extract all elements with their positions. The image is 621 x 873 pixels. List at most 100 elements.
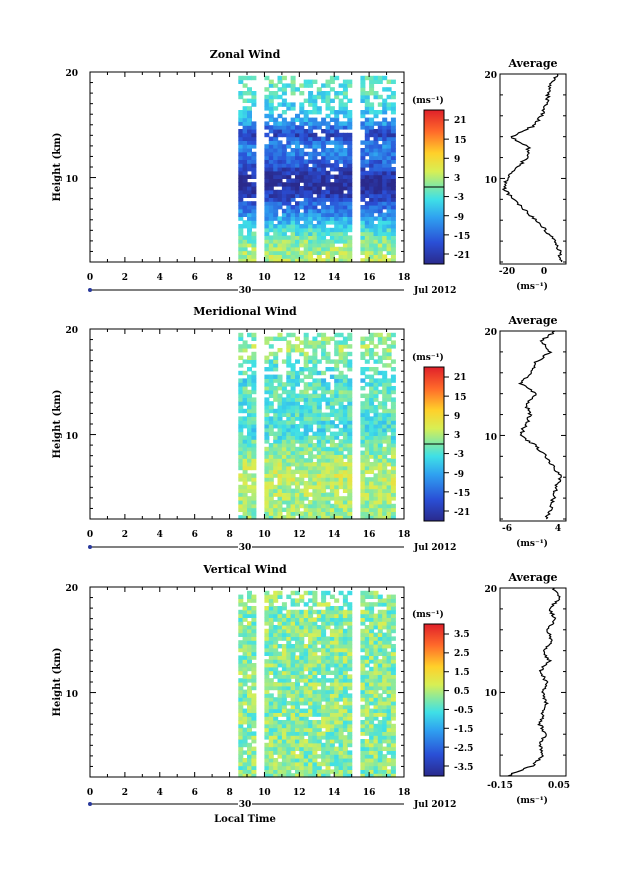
heatmap-cell — [273, 458, 279, 463]
heatmap-cell — [347, 647, 353, 653]
heatmap-cell — [290, 193, 296, 198]
heatmap-cell — [377, 458, 383, 463]
heatmap-cell — [312, 636, 318, 641]
heatmap-cell — [342, 712, 348, 717]
heatmap-cell — [325, 397, 331, 402]
heatmap-cell — [290, 663, 296, 668]
heatmap-cell — [386, 155, 392, 160]
heatmap-cell — [251, 446, 257, 452]
heatmap-cell — [251, 507, 257, 512]
heatmap-cell — [268, 746, 274, 751]
heatmap-cell — [373, 621, 379, 626]
heatmap-cell — [347, 235, 353, 240]
heatmap-cell — [312, 515, 318, 520]
heatmap-cell — [325, 359, 331, 364]
heatmap-cell — [242, 136, 248, 141]
heatmap-cell — [247, 224, 252, 229]
heatmap-cell — [316, 446, 322, 452]
heatmap-cell — [369, 351, 375, 357]
heatmap-cell — [281, 697, 287, 702]
heatmap-cell — [347, 405, 353, 410]
heatmap-cell — [386, 216, 392, 221]
heatmap-cell — [290, 132, 296, 138]
heatmap-cell — [238, 515, 244, 520]
heatmap-cell — [264, 674, 270, 679]
heatmap-cell — [290, 424, 296, 429]
heatmap-cell — [308, 625, 314, 630]
heatmap-cell — [321, 473, 327, 478]
heatmap-cell — [242, 178, 248, 183]
heatmap-cell — [312, 454, 318, 459]
heatmap-cell — [338, 427, 344, 433]
heatmap-cell — [295, 746, 300, 751]
heatmap-cell — [360, 420, 366, 425]
heatmap-cell — [377, 632, 383, 637]
heatmap-cell — [342, 374, 348, 379]
heatmap-cell — [312, 246, 318, 252]
heatmap-cell — [334, 167, 340, 172]
heatmap-cell — [277, 621, 283, 626]
heatmap-cell — [329, 477, 335, 482]
heatmap-cell — [373, 370, 379, 376]
heatmap-cell — [308, 758, 314, 763]
heatmap-cell — [251, 628, 257, 634]
heatmap-cell — [342, 503, 348, 509]
heatmap-cell — [360, 769, 366, 774]
heatmap-cell — [386, 140, 392, 145]
heatmap-cell — [347, 201, 353, 206]
heatmap-cell — [286, 685, 292, 691]
heatmap-cell — [242, 469, 248, 474]
heatmap-cell — [312, 765, 318, 770]
y-tick-20: 20 — [65, 326, 78, 336]
heatmap-cell — [329, 132, 335, 138]
heatmap-cell — [369, 769, 375, 774]
heatmap-cell — [312, 231, 318, 236]
heatmap-cell — [360, 178, 366, 183]
heatmap-cell — [268, 613, 274, 618]
heatmap-cell — [386, 735, 392, 740]
heatmap-cell — [268, 458, 274, 463]
heatmap-cell — [382, 712, 388, 717]
heatmap-cell — [295, 484, 300, 490]
heatmap-cell — [295, 727, 300, 732]
heatmap-cell — [382, 125, 388, 130]
heatmap-cell — [295, 488, 300, 493]
heatmap-cell — [382, 488, 388, 493]
heatmap-cell — [373, 602, 379, 607]
heatmap-cell — [286, 492, 292, 497]
heatmap-cell — [334, 515, 340, 520]
heatmap-cell — [299, 674, 305, 679]
heatmap-cell — [364, 446, 370, 452]
heatmap-cell — [242, 473, 248, 478]
heatmap-cell — [286, 258, 292, 263]
heatmap-cell — [390, 132, 396, 138]
heatmap-cell — [386, 621, 392, 626]
heatmap-cell — [342, 427, 348, 433]
heatmap-cell — [334, 496, 340, 501]
heatmap-cell — [373, 132, 379, 138]
heatmap-cell — [325, 606, 331, 611]
heatmap-cell — [347, 227, 353, 233]
heatmap-cell — [242, 382, 248, 387]
heatmap-cell — [247, 117, 252, 122]
heatmap-cell — [295, 374, 300, 379]
heatmap-cell — [369, 731, 375, 736]
x-tick-8: 8 — [226, 273, 232, 283]
heatmap-cell — [377, 507, 383, 512]
heatmap-cell — [247, 167, 252, 172]
heatmap-cell — [334, 382, 340, 387]
heatmap-cell — [268, 682, 274, 687]
heatmap-cell — [247, 163, 252, 168]
heatmap-cell — [251, 678, 257, 683]
heatmap-cell — [264, 473, 270, 478]
cb-tick: -9 — [454, 213, 464, 223]
heatmap-cell — [251, 427, 257, 433]
heatmap-cell — [382, 117, 388, 122]
heatmap-cell — [316, 723, 322, 729]
heatmap-cell — [347, 500, 353, 505]
heatmap-cell — [238, 348, 244, 353]
heatmap-cell — [334, 224, 340, 229]
cb-tick: -3 — [454, 450, 464, 460]
heatmap-cell — [338, 106, 344, 111]
heatmap-cell — [325, 136, 331, 141]
